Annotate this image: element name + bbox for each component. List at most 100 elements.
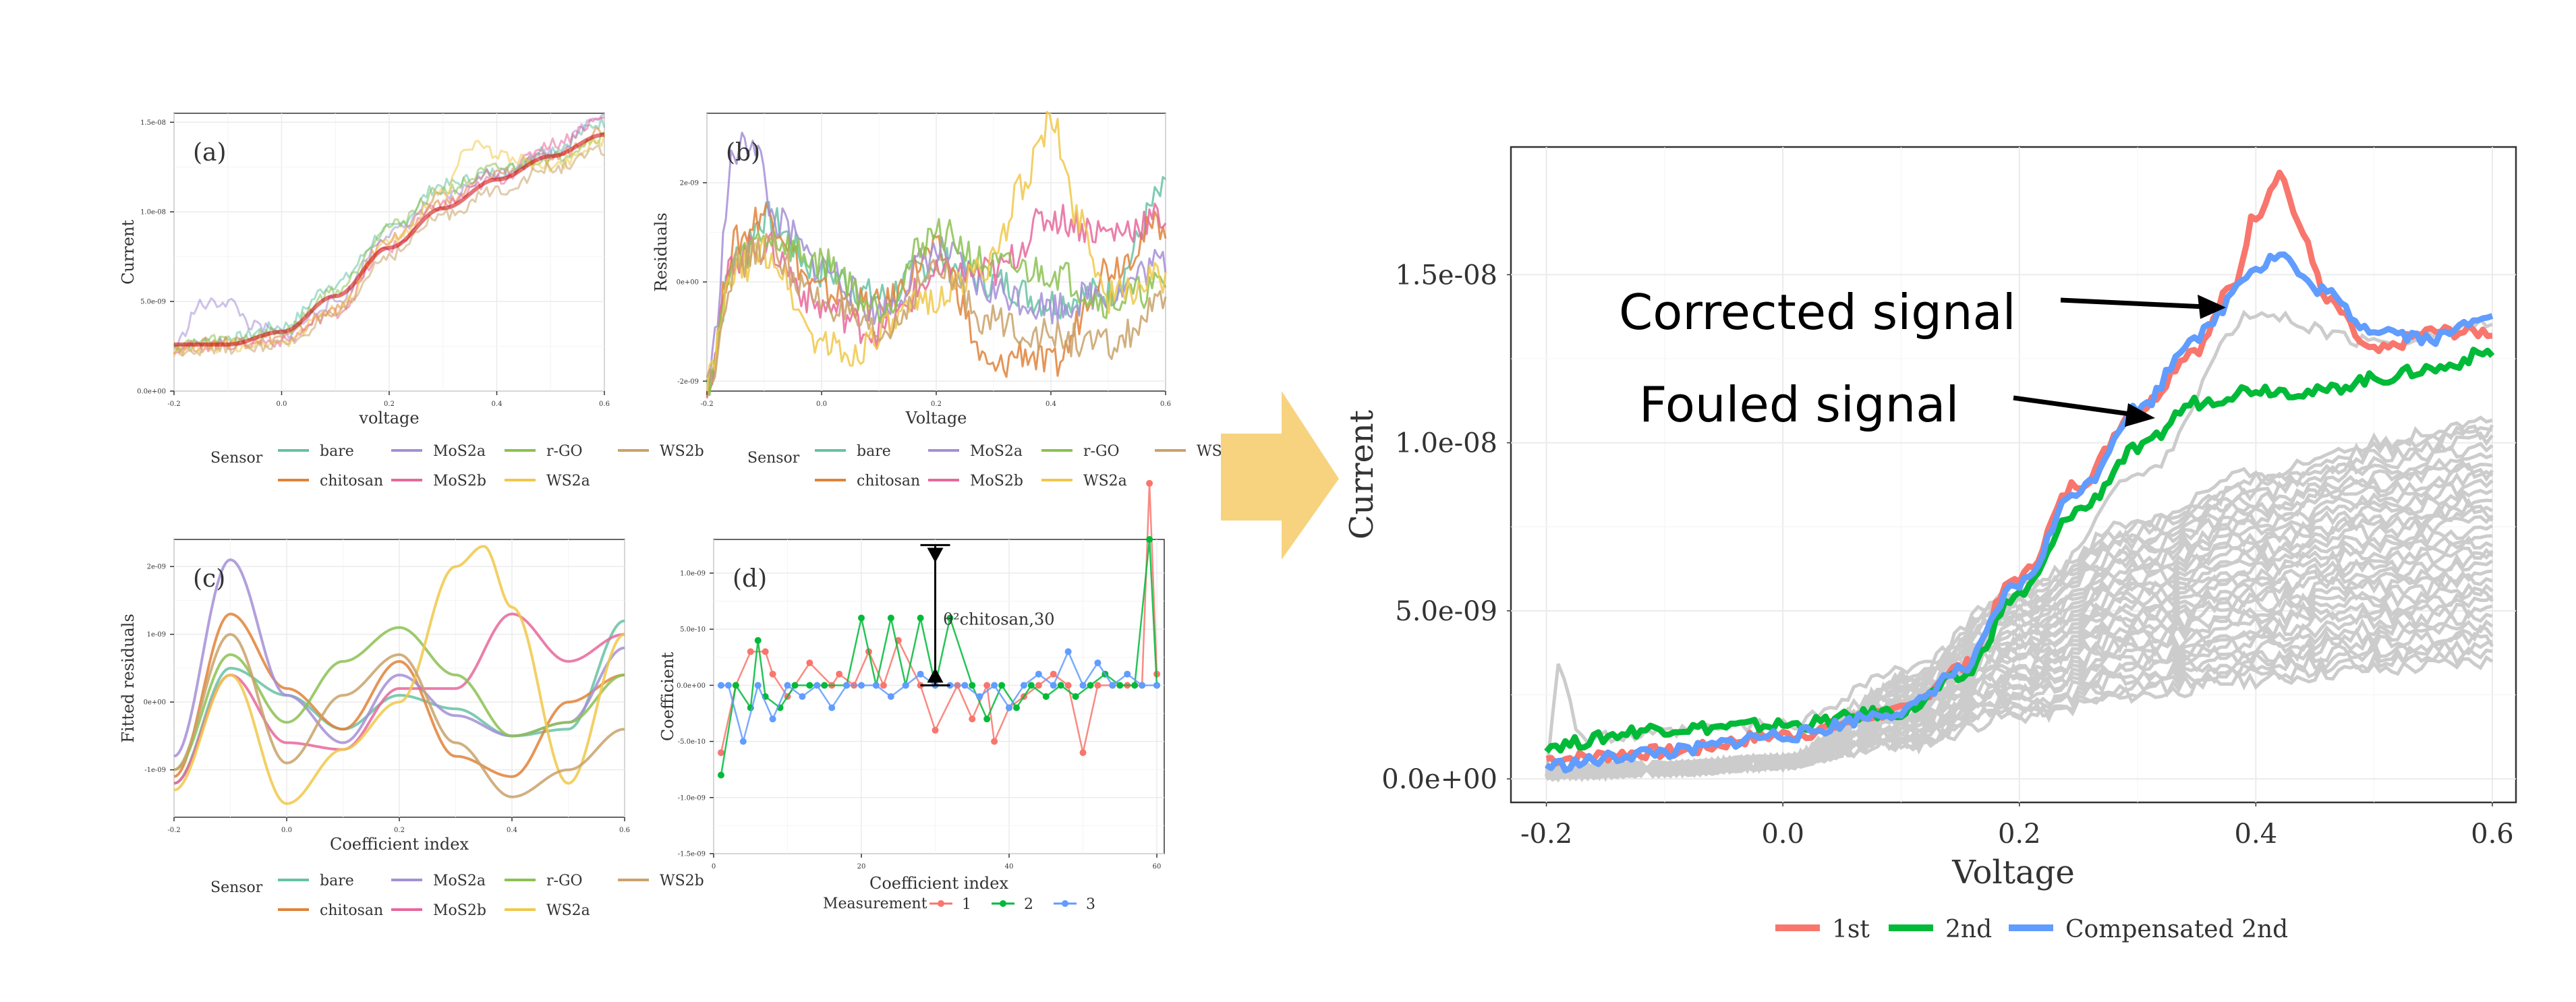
data-point bbox=[1012, 704, 1020, 711]
y-tick-label: 0e+00 bbox=[677, 279, 699, 287]
data-point bbox=[1035, 670, 1042, 678]
legend-label-bare: bare bbox=[857, 443, 891, 460]
y-tick-label: 5.0e-09 bbox=[1395, 596, 1497, 627]
data-point bbox=[1094, 659, 1101, 667]
x-axis-title: Voltage bbox=[1951, 854, 2075, 891]
data-point bbox=[1109, 682, 1116, 689]
legend-label-Compensated 2nd: Compensated 2nd bbox=[2065, 916, 2288, 943]
data-point bbox=[1124, 670, 1131, 678]
panel-tag: (b) bbox=[726, 139, 760, 167]
data-point bbox=[828, 704, 836, 711]
data-point bbox=[1087, 682, 1094, 689]
data-point bbox=[754, 637, 762, 644]
legend-label-MoS2a: MoS2a bbox=[433, 873, 486, 889]
legend-label-r-GO: r-GO bbox=[546, 443, 583, 460]
data-point bbox=[1006, 704, 1013, 711]
x-axis-title: voltage bbox=[358, 409, 419, 428]
x-tick-label: 0.6 bbox=[1160, 401, 1171, 408]
data-point bbox=[1050, 682, 1057, 689]
legend-label-WS2b: WS2b bbox=[660, 873, 704, 889]
x-tick-label: 0.4 bbox=[507, 827, 517, 834]
y-tick-label: 0.0e+00 bbox=[1381, 764, 1497, 795]
legend-title: Measurement bbox=[823, 895, 927, 912]
data-point bbox=[717, 682, 724, 689]
legend-label-MoS2a: MoS2a bbox=[970, 443, 1023, 460]
data-point bbox=[739, 738, 747, 745]
data-point bbox=[858, 682, 865, 689]
legend-label-WS2a: WS2a bbox=[1083, 473, 1127, 490]
data-point bbox=[754, 682, 762, 689]
data-point bbox=[917, 614, 924, 622]
data-point bbox=[1064, 682, 1072, 689]
series-line-WS2b bbox=[173, 632, 625, 798]
legend-label-WS2a: WS2a bbox=[546, 902, 590, 919]
data-point bbox=[791, 682, 799, 689]
legend-dot-3 bbox=[1062, 900, 1068, 907]
data-point bbox=[732, 682, 739, 689]
x-tick-label: -0.2 bbox=[167, 827, 180, 834]
legend-title: Sensor bbox=[210, 450, 263, 467]
data-point bbox=[799, 693, 806, 700]
data-point bbox=[836, 670, 843, 678]
theta-arrowhead bbox=[927, 668, 944, 683]
legend-title: Sensor bbox=[747, 450, 800, 467]
data-point bbox=[887, 614, 894, 622]
data-point bbox=[991, 682, 998, 689]
data-point bbox=[806, 682, 813, 689]
measurement-legend-d: Measurement 1 2 3 bbox=[823, 895, 1095, 913]
data-point bbox=[1050, 670, 1057, 678]
x-tick-label: 0.2 bbox=[384, 401, 395, 408]
data-point bbox=[946, 614, 954, 622]
y-tick-label: 1.5e-08 bbox=[1395, 260, 1497, 291]
x-tick-label: 0.0 bbox=[277, 401, 287, 408]
panel-tag: (d) bbox=[733, 565, 767, 593]
series-line-WS2b bbox=[706, 233, 1167, 384]
x-tick-label: 0.2 bbox=[1998, 819, 2041, 850]
series-line-MoS2b bbox=[706, 202, 1167, 398]
data-point bbox=[858, 614, 865, 622]
series-line-MoS2b bbox=[173, 612, 625, 785]
annotation-arrow-line bbox=[2060, 297, 2206, 310]
legend-label-2nd: 2nd bbox=[1945, 916, 1992, 943]
y-tick-label: 1e-09 bbox=[147, 631, 166, 639]
data-point bbox=[1064, 648, 1072, 655]
data-point bbox=[806, 659, 813, 667]
series-line-r-GO bbox=[173, 131, 605, 352]
background-trace bbox=[1545, 462, 2494, 782]
legend-label-r-GO: r-GO bbox=[1083, 443, 1120, 460]
legend-label-chitosan: chitosan bbox=[320, 902, 383, 919]
y-tick-label: 1.0e-08 bbox=[1395, 428, 1497, 459]
data-point bbox=[872, 682, 880, 689]
panel-d-chart: 0 20 40 60 -1.5e-09 -1.0e-09 -5.0e-10 0.0e+00 5.… bbox=[658, 479, 1165, 893]
data-point bbox=[1094, 682, 1101, 689]
annotation-arrowhead bbox=[2198, 295, 2226, 319]
series-line-MoS2a bbox=[706, 131, 1167, 384]
y-tick-label: -5.0e-10 bbox=[678, 738, 706, 746]
data-point bbox=[1035, 682, 1042, 689]
y-tick-label: 2e-09 bbox=[147, 564, 166, 571]
y-axis-title: Coefficient bbox=[658, 652, 677, 742]
y-tick-label: 0.0e+00 bbox=[677, 682, 706, 690]
y-tick-label: 2e-09 bbox=[680, 180, 699, 187]
flow-arrow-icon bbox=[1221, 391, 1339, 560]
legend-label-bare: bare bbox=[320, 873, 354, 889]
legend-title: Sensor bbox=[210, 879, 263, 896]
y-tick-label: -2e-09 bbox=[677, 378, 699, 386]
panel-c-chart: -0.2 0.0 0.2 0.4 0.6 -1e-09 0e+00 1e-09 2e-09 Coe… bbox=[119, 539, 630, 854]
legend-dot-2 bbox=[1000, 900, 1006, 907]
data-point bbox=[1153, 682, 1161, 689]
data-point bbox=[1116, 682, 1124, 689]
data-point bbox=[1027, 682, 1035, 689]
y-tick-label: 1.0e-08 bbox=[140, 209, 166, 216]
y-tick-label: 0e+00 bbox=[144, 699, 166, 707]
annotation-arrow-line bbox=[2013, 395, 2136, 417]
legend-label-MoS2b: MoS2b bbox=[433, 902, 486, 919]
x-tick-label: 0.4 bbox=[2235, 819, 2278, 850]
y-tick-label: 1.0e-09 bbox=[680, 570, 706, 577]
x-tick-label: 0.4 bbox=[492, 401, 503, 408]
annotation-arrowhead bbox=[2125, 403, 2155, 427]
data-point bbox=[1079, 682, 1087, 689]
x-tick-label: 0.0 bbox=[281, 827, 292, 834]
data-point bbox=[961, 682, 969, 689]
